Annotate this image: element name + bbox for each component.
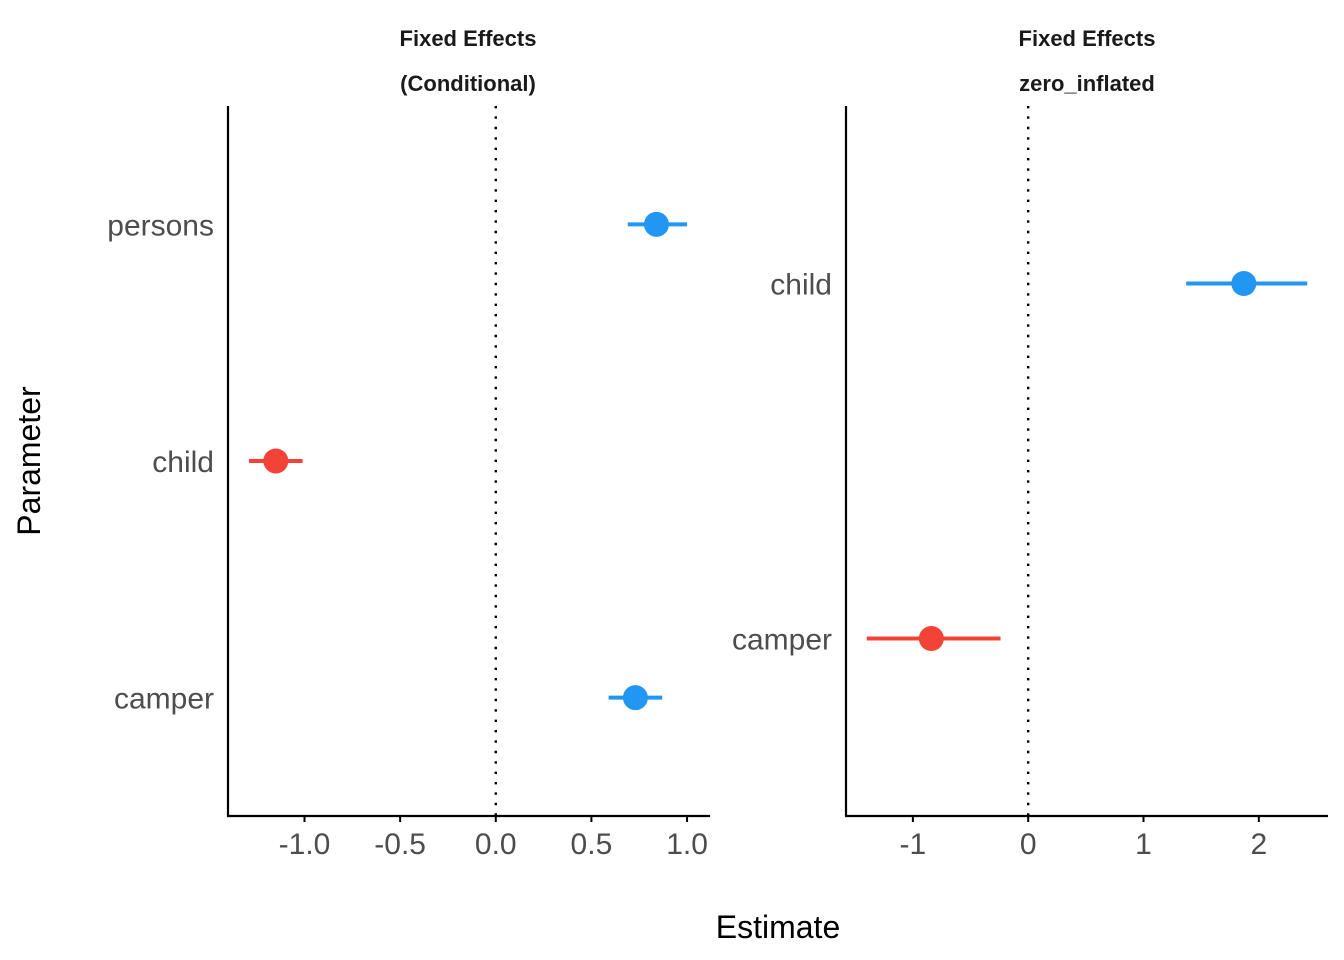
panel-2-title-line-1: Fixed Effects bbox=[1019, 26, 1156, 51]
panel-1-y-tick-label-camper: camper bbox=[114, 683, 214, 716]
panel-2-x-tick-label-2: 0 bbox=[1020, 828, 1037, 861]
panel-1-y-tick-label-child: child bbox=[152, 446, 214, 479]
panel-1-point-persons bbox=[643, 211, 669, 237]
panel-1-point-child bbox=[263, 448, 289, 474]
panel-1-title-line-2: (Conditional) bbox=[400, 71, 536, 96]
panel-1-title-line-1: Fixed Effects bbox=[400, 26, 537, 51]
panel-2-point-child bbox=[1231, 271, 1257, 296]
panel-1-point-camper bbox=[622, 685, 648, 711]
panel-2-x-tick-label-3: 1 bbox=[1135, 828, 1152, 861]
panel-1-x-tick-label-4: 0.5 bbox=[571, 828, 613, 861]
panel-2-title-line-2: zero_inflated bbox=[1019, 71, 1155, 96]
y-axis-title: Parameter bbox=[11, 386, 47, 536]
panel-1-x-tick-label-2: -0.5 bbox=[374, 828, 426, 861]
panel-1-x-tick-label-3: 0.0 bbox=[475, 828, 517, 861]
panel-1-y-tick-label-persons: persons bbox=[107, 209, 214, 242]
panel-1-x-tick-label-5: 1.0 bbox=[666, 828, 708, 861]
panel-2-x-tick-label-1: -1 bbox=[900, 828, 927, 861]
panel-2-x-tick-label-4: 2 bbox=[1250, 828, 1267, 861]
panel-2-y-tick-label-child: child bbox=[770, 269, 832, 302]
panel-2-y-tick-label-camper: camper bbox=[732, 624, 832, 657]
x-axis-title: Estimate bbox=[716, 909, 840, 945]
panel-1-x-tick-label-1: -1.0 bbox=[279, 828, 331, 861]
panel-2-point-camper bbox=[918, 626, 944, 651]
